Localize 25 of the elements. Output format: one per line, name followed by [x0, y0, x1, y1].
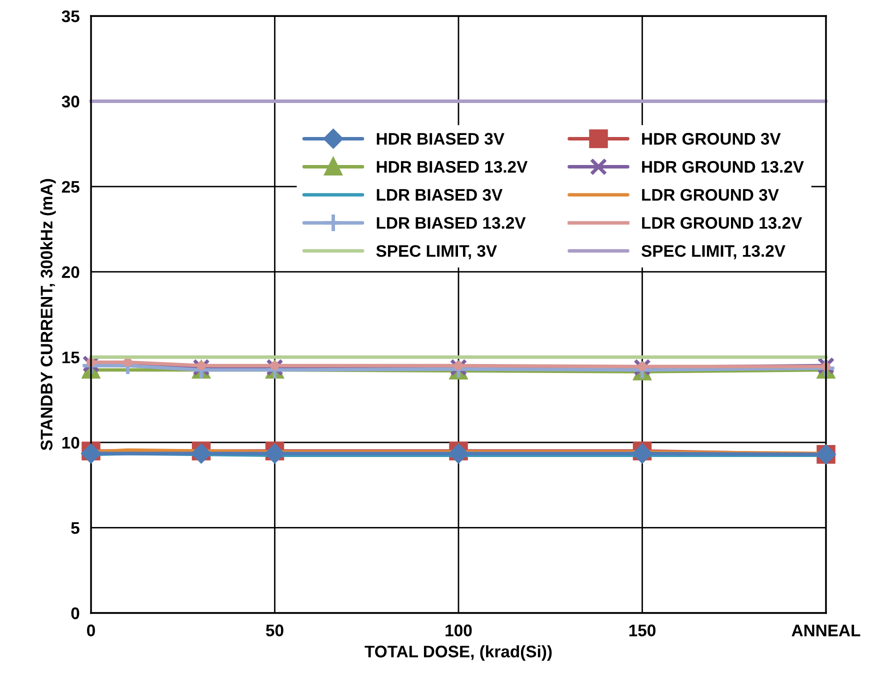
x-tick-label: 50 — [266, 624, 284, 636]
x-tick-label: 150 — [629, 624, 656, 636]
y-tick-label: 15 — [62, 352, 80, 364]
legend-label: LDR GROUND 3V — [642, 189, 779, 201]
y-tick-label: 35 — [62, 10, 80, 22]
legend-label: LDR BIASED 13.2V — [376, 217, 526, 229]
y-tick-label: 0 — [71, 607, 80, 620]
legend-label: HDR BIASED 3V — [376, 132, 504, 145]
legend-label: LDR BIASED 3V — [376, 189, 503, 201]
y-tick-label: 25 — [62, 180, 80, 193]
legend-label: SPEC LIMIT, 3V — [376, 245, 497, 260]
y-axis-title: STANDBY CURRENT, 300kHz (mA) — [40, 179, 56, 450]
x-axis-title: TOTAL DOSE, (krad(Si)) — [364, 645, 552, 661]
x-tick-label: 100 — [446, 624, 472, 636]
y-tick-label: 20 — [62, 266, 80, 278]
legend-label: HDR BIASED 13.2V — [376, 160, 528, 173]
x-tick-label: ANNEAL — [792, 624, 860, 636]
y-tick-label: 10 — [62, 436, 80, 449]
x-tick-label: 0 — [87, 624, 95, 636]
y-tick-label: 30 — [62, 96, 80, 108]
legend-label: HDR GROUND 3V — [642, 132, 781, 145]
legend-label: SPEC LIMIT, 13.2V — [641, 245, 786, 260]
legend-label: LDR GROUND 13.2V — [642, 217, 802, 229]
legend-label: HDR GROUND 13.2V — [642, 160, 804, 173]
y-tick-label: 5 — [71, 522, 80, 534]
